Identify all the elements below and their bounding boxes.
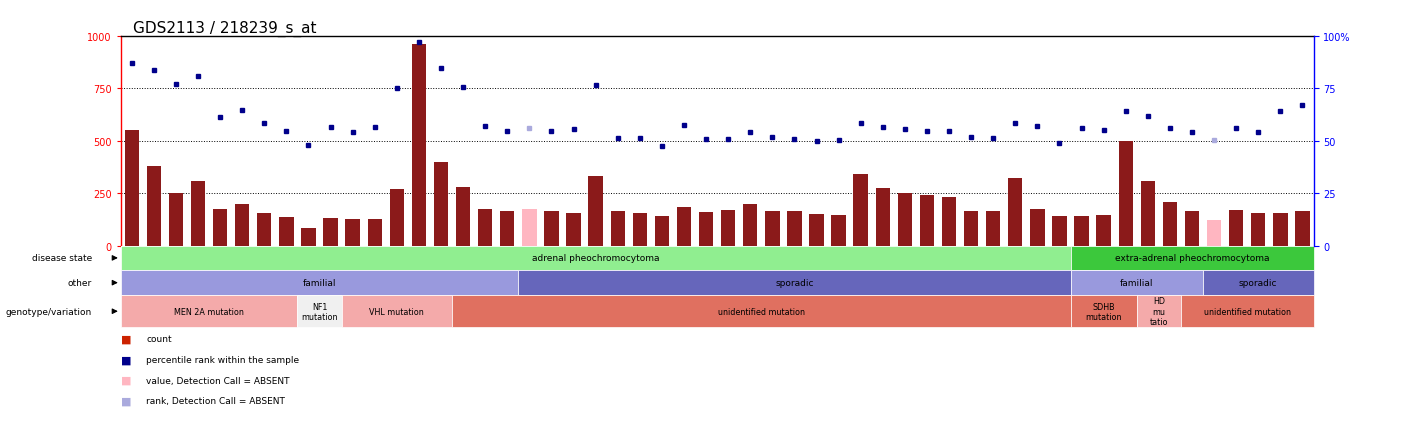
Bar	[787, 211, 801, 246]
Bar	[1096, 216, 1110, 246]
Bar	[1052, 217, 1066, 246]
Text: ■: ■	[121, 355, 131, 364]
Bar	[280, 218, 294, 246]
Bar	[832, 216, 846, 246]
Bar	[1274, 214, 1288, 246]
Text: GDS2113 / 218239_s_at: GDS2113 / 218239_s_at	[132, 21, 317, 37]
Text: sporadic: sporadic	[775, 279, 814, 287]
Text: MEN 2A mutation: MEN 2A mutation	[175, 307, 244, 316]
Bar	[368, 220, 382, 246]
Bar	[1184, 211, 1198, 246]
Text: extra-adrenal pheochromocytoma: extra-adrenal pheochromocytoma	[1115, 254, 1269, 263]
Bar	[765, 211, 780, 246]
Bar	[190, 181, 206, 246]
Bar	[456, 187, 470, 246]
Bar	[1071, 246, 1314, 271]
Bar	[1230, 210, 1244, 246]
Bar	[964, 211, 978, 246]
Bar	[1075, 217, 1089, 246]
Text: unidentified mutation: unidentified mutation	[717, 307, 805, 316]
Bar	[853, 175, 868, 246]
Text: ■: ■	[121, 334, 131, 343]
Bar	[146, 167, 160, 246]
Bar	[1163, 202, 1177, 246]
Bar	[324, 219, 338, 246]
Text: familial: familial	[302, 279, 337, 287]
Bar	[121, 246, 1071, 271]
Text: value, Detection Call = ABSENT: value, Detection Call = ABSENT	[146, 376, 290, 385]
Bar	[1008, 179, 1022, 246]
Bar	[121, 271, 518, 296]
Text: SDHB
mutation: SDHB mutation	[1085, 302, 1122, 321]
Bar	[1071, 296, 1137, 328]
Bar	[1207, 221, 1221, 246]
Bar	[345, 220, 359, 246]
Bar	[588, 177, 602, 246]
Bar	[125, 131, 139, 246]
Text: unidentified mutation: unidentified mutation	[1204, 307, 1291, 316]
Text: rank, Detection Call = ABSENT: rank, Detection Call = ABSENT	[146, 397, 285, 405]
Bar	[1031, 209, 1045, 246]
Text: adrenal pheochromocytoma: adrenal pheochromocytoma	[532, 254, 659, 263]
Bar	[1251, 214, 1265, 246]
Bar	[920, 196, 934, 246]
Bar	[452, 296, 1071, 328]
Text: percentile rank within the sample: percentile rank within the sample	[146, 355, 300, 364]
Bar	[518, 271, 1071, 296]
Bar	[721, 210, 736, 246]
Bar	[121, 296, 297, 328]
Bar	[301, 228, 315, 246]
Bar	[257, 214, 271, 246]
Bar	[1071, 271, 1203, 296]
Bar	[342, 296, 452, 328]
Bar	[1181, 296, 1314, 328]
Bar	[213, 209, 227, 246]
Bar	[479, 209, 493, 246]
Text: VHL mutation: VHL mutation	[369, 307, 425, 316]
Text: disease state: disease state	[31, 254, 92, 263]
Bar	[941, 198, 956, 246]
Bar	[1119, 141, 1133, 246]
Text: genotype/variation: genotype/variation	[6, 307, 92, 316]
Bar	[743, 204, 757, 246]
Bar	[1140, 181, 1154, 246]
Bar	[297, 296, 342, 328]
Bar	[412, 45, 426, 246]
Bar	[1203, 271, 1314, 296]
Bar	[544, 211, 558, 246]
Bar	[236, 204, 250, 246]
Text: NF1
mutation: NF1 mutation	[301, 302, 338, 321]
Bar	[523, 209, 537, 246]
Bar	[1137, 296, 1181, 328]
Bar	[655, 217, 669, 246]
Bar	[389, 190, 405, 246]
Text: ■: ■	[121, 375, 131, 385]
Bar	[876, 188, 890, 246]
Text: SD
HD
mu
tatio
n: SD HD mu tatio n	[1150, 286, 1169, 337]
Text: ■: ■	[121, 396, 131, 406]
Bar	[567, 214, 581, 246]
Text: other: other	[68, 279, 92, 287]
Bar	[809, 214, 824, 246]
Text: sporadic: sporadic	[1240, 279, 1278, 287]
Bar	[500, 211, 514, 246]
Text: count: count	[146, 334, 172, 343]
Bar	[897, 194, 912, 246]
Text: familial: familial	[1120, 279, 1153, 287]
Bar	[169, 194, 183, 246]
Bar	[677, 207, 692, 246]
Bar	[633, 214, 648, 246]
Bar	[611, 211, 625, 246]
Bar	[985, 211, 1000, 246]
Bar	[435, 162, 449, 246]
Bar	[699, 213, 713, 246]
Bar	[1295, 211, 1309, 246]
